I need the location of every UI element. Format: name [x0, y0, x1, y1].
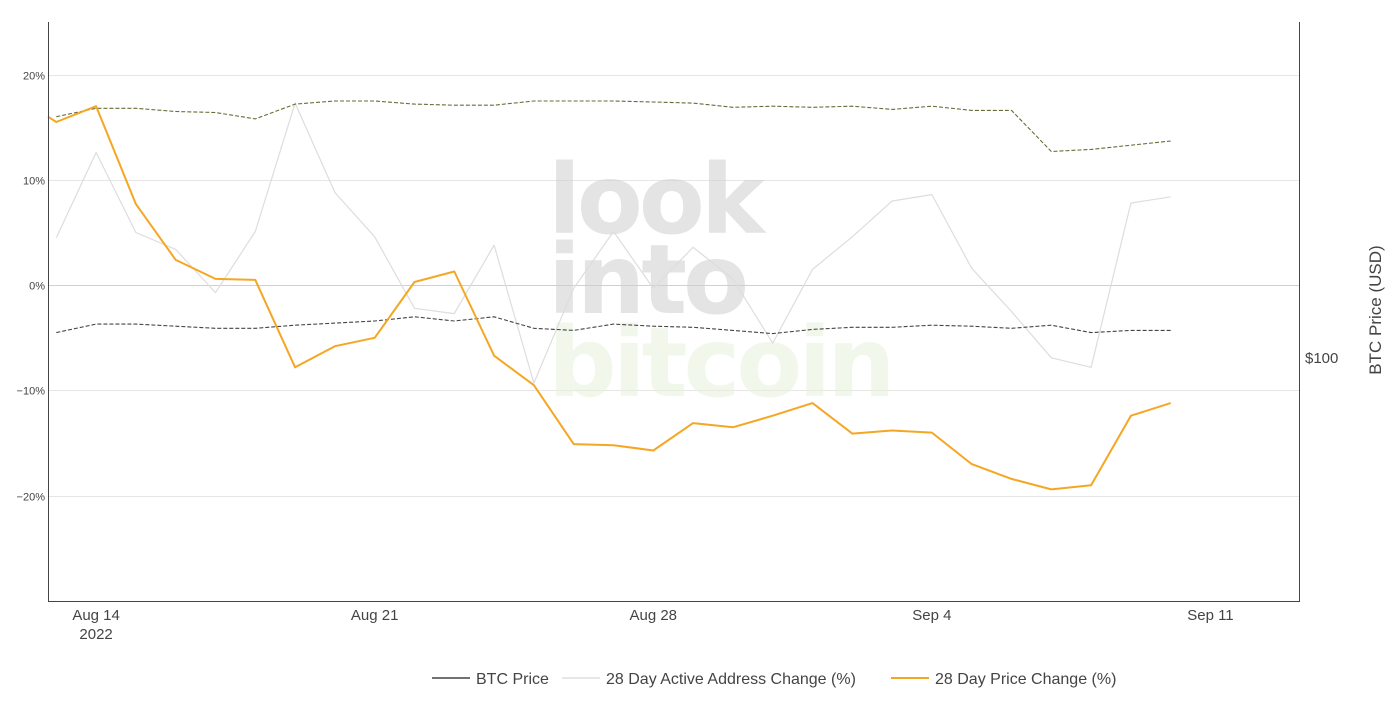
y-tick-label: −20%	[17, 492, 46, 504]
series-lines	[47, 100, 1172, 491]
y-tick-label: 20%	[23, 71, 45, 83]
legend-item[interactable]: 28 Day Price Change (%)	[891, 671, 1116, 688]
btc-price-line-points	[56, 316, 1171, 334]
active-address-change-line-points	[56, 103, 1171, 384]
right-y-axis-title: BTC Price (USD)	[1366, 245, 1385, 374]
x-tick-label: Sep 11	[1187, 607, 1233, 624]
axes	[48, 22, 1300, 602]
legend-label: BTC Price	[476, 671, 549, 688]
horizontal-gridlines	[48, 75, 1300, 497]
legend[interactable]: BTC Price 28 Day Active Address Change (%…	[432, 671, 1116, 688]
legend-item[interactable]: 28 Day Active Address Change (%)	[562, 671, 856, 688]
x-tick-label: Aug 14	[72, 607, 120, 624]
price-change-line-points	[47, 106, 1171, 490]
x-tick-label: Aug 28	[629, 607, 677, 624]
watermark-line-look: look	[548, 144, 767, 256]
right-y-tick-label: $100	[1305, 350, 1338, 367]
left-y-ticks: 20% 10% 0% −10% −20%	[17, 71, 46, 504]
x-tick-label: Aug 21	[351, 607, 399, 624]
price-change-line	[47, 105, 1172, 491]
legend-label: 28 Day Active Address Change (%)	[606, 671, 856, 688]
watermark-line-bitcoin: bitcoin	[548, 307, 892, 419]
legend-label: 28 Day Price Change (%)	[935, 671, 1116, 688]
watermark-line-into: into	[548, 224, 745, 336]
y-tick-label: 10%	[23, 176, 45, 188]
x-tick-sublabel: 2022	[79, 626, 112, 643]
x-tick-label: Sep 4	[912, 607, 951, 624]
y-tick-label: −10%	[17, 386, 46, 398]
y-tick-label: 0%	[29, 281, 45, 293]
btc-price-upper-line-points	[56, 100, 1171, 152]
watermark: look into bitcoin	[548, 144, 896, 419]
legend-item[interactable]: BTC Price	[432, 671, 549, 688]
x-ticks: Aug 14 2022 Aug 21 Aug 28 Sep 4 Sep 11	[72, 607, 1233, 643]
